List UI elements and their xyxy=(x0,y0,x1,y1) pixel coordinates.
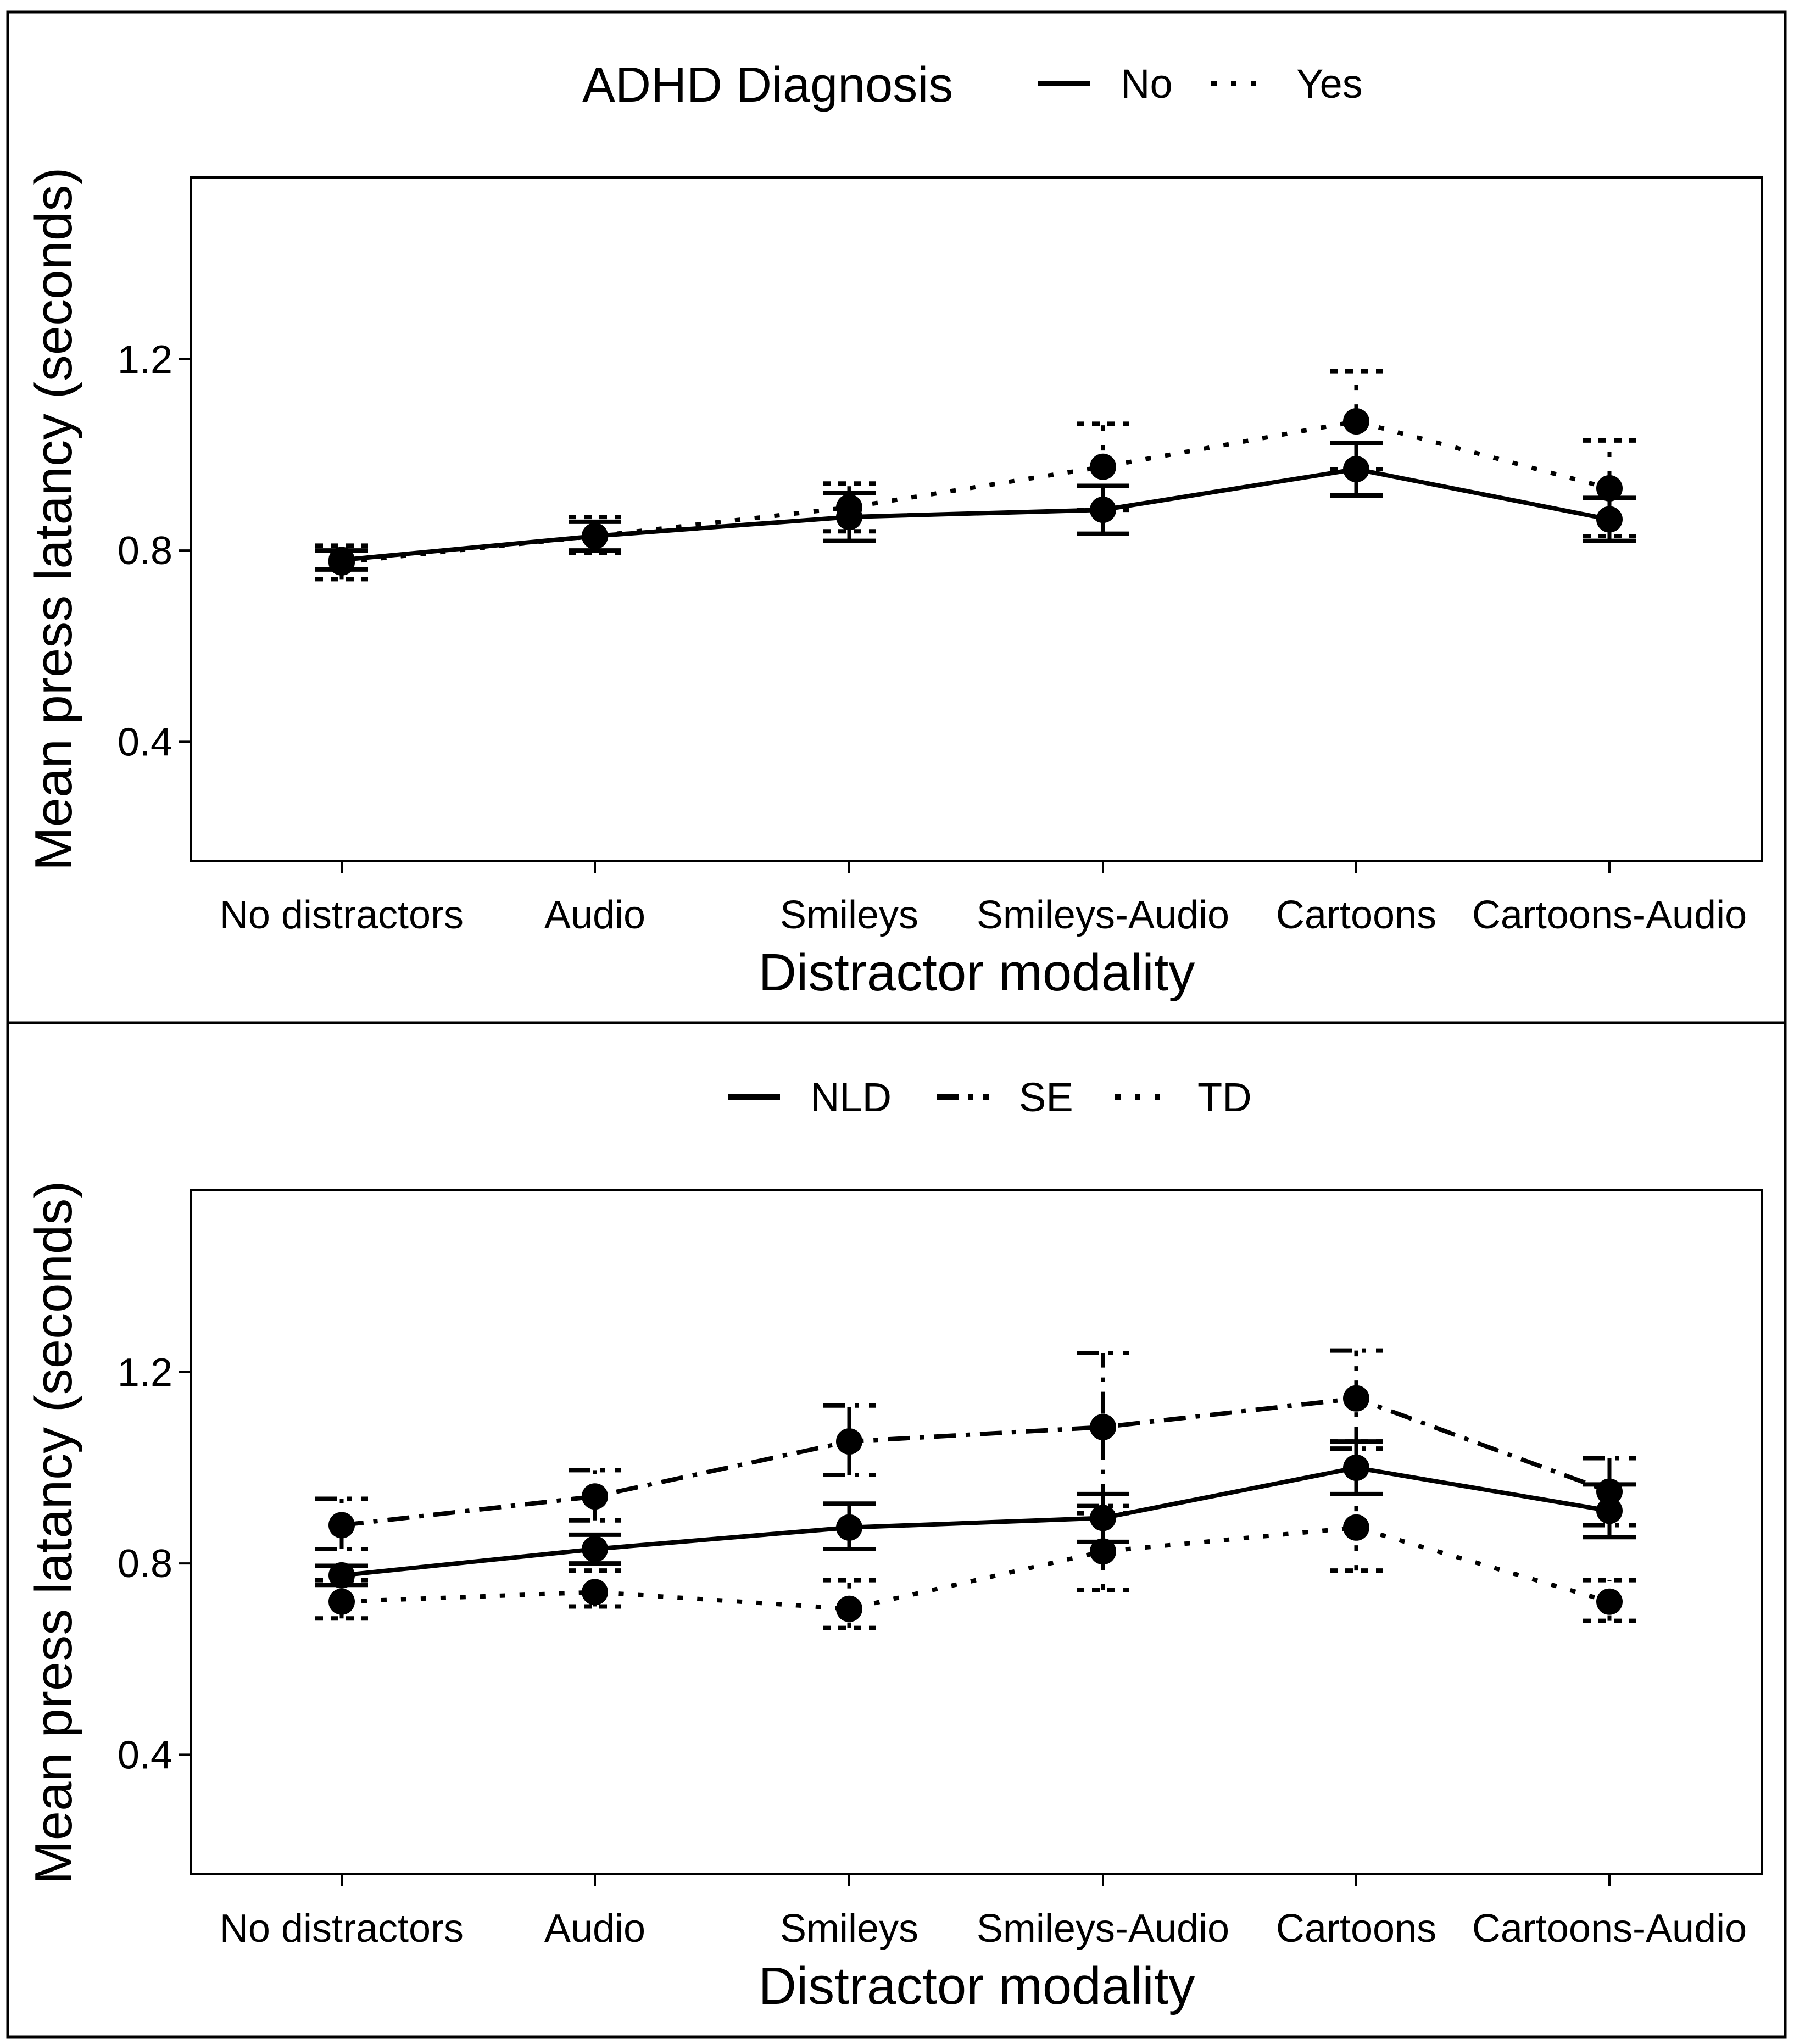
plot-area-adhd xyxy=(190,176,1763,862)
series-no xyxy=(315,441,1636,573)
axes-group: 0.4 0.8 1.2 No distractors Audio Smileys Smile… xyxy=(118,1351,1747,1951)
series-se xyxy=(315,1348,1636,1551)
legend-group: NLD SE TD xyxy=(728,1074,1252,1120)
data-point xyxy=(836,1428,862,1455)
data-point xyxy=(582,522,608,549)
data-point xyxy=(1090,453,1116,480)
data-point xyxy=(836,494,862,521)
y-tick-label: 0.8 xyxy=(118,1542,172,1586)
error-bar xyxy=(1330,1439,1383,1573)
series-line xyxy=(341,1396,1611,1528)
x-tick-label: Audio xyxy=(544,1907,645,1951)
data-point xyxy=(836,1514,862,1541)
error-bar xyxy=(1077,1511,1129,1592)
panel-group: NLD SE TD 0.4 0.8 1.2 No distractors Audio Sm… xyxy=(24,1074,1763,2015)
legend-label-se: SE xyxy=(1019,1074,1073,1120)
y-tick-label: 0.4 xyxy=(118,1733,172,1777)
error-bar xyxy=(1077,1351,1129,1508)
x-tick-label: Smileys-Audio xyxy=(977,1907,1229,1951)
figure-border xyxy=(6,10,1787,2039)
data-point xyxy=(1596,475,1623,502)
plot-area-group xyxy=(190,1189,1763,1875)
x-tick-label: Smileys xyxy=(780,1907,918,1951)
legend-label-td: TD xyxy=(1197,1074,1252,1120)
series-group xyxy=(315,1348,1636,1630)
data-point xyxy=(836,1595,862,1622)
x-tick-label: Cartoons xyxy=(1276,1907,1436,1951)
y-tick-label: 0.4 xyxy=(118,720,172,764)
data-point xyxy=(1090,1413,1116,1440)
y-tick-label: 1.2 xyxy=(118,1351,172,1395)
legend-label-no: No xyxy=(1121,61,1173,107)
data-point xyxy=(1596,1478,1623,1505)
data-point xyxy=(1343,408,1369,435)
legend-label-yes: Yes xyxy=(1296,61,1363,107)
data-point xyxy=(1343,1385,1369,1412)
data-point xyxy=(1596,1588,1623,1615)
x-tick-label: No distractors xyxy=(220,1907,464,1951)
series-td xyxy=(315,1439,1636,1630)
x-tick-label: Cartoons-Audio xyxy=(1472,893,1747,937)
x-tick-label: Smileys xyxy=(780,893,918,937)
y-tick-label: 1.2 xyxy=(118,338,172,382)
panel-adhd: ADHD Diagnosis No Yes 0.4 0.8 1.2 No distra… xyxy=(24,58,1763,1002)
series-yes xyxy=(315,369,1636,582)
y-axis-title: Mean press latancy (seconds) xyxy=(24,1181,83,1885)
series-nld xyxy=(315,1439,1636,1589)
x-tick-label: Cartoons xyxy=(1276,893,1436,937)
error-bar xyxy=(1330,369,1383,472)
series-line xyxy=(341,467,1610,562)
series-line xyxy=(341,1525,1611,1611)
y-axis-title: Mean press latancy (seconds) xyxy=(24,168,83,871)
x-axis-title: Distractor modality xyxy=(759,1957,1195,2015)
data-point xyxy=(328,1562,355,1589)
x-tick-label: No distractors xyxy=(220,893,464,937)
data-point xyxy=(582,1483,608,1510)
legend-label-nld: NLD xyxy=(810,1074,892,1120)
series-line xyxy=(341,1465,1610,1578)
axes-adhd: 0.4 0.8 1.2 No distractors Audio Smileys Smile… xyxy=(118,338,1747,937)
error-bar xyxy=(315,1496,368,1551)
series-adhd xyxy=(315,369,1636,582)
x-tick-label: Cartoons-Audio xyxy=(1472,1907,1747,1951)
data-point xyxy=(328,549,355,576)
x-tick-label: Smileys-Audio xyxy=(977,893,1229,937)
x-axis-title: Distractor modality xyxy=(759,943,1195,1002)
data-point xyxy=(1343,1514,1369,1541)
y-tick-label: 0.8 xyxy=(118,529,172,573)
x-tick-label: Audio xyxy=(544,893,645,937)
data-point xyxy=(328,1512,355,1539)
series-line xyxy=(341,419,1611,565)
data-point xyxy=(1596,506,1623,533)
legend-adhd: ADHD Diagnosis No Yes xyxy=(582,58,1363,113)
data-point xyxy=(582,1535,608,1562)
legend-title: ADHD Diagnosis xyxy=(582,58,953,113)
data-point xyxy=(328,1588,355,1615)
error-bar xyxy=(569,1468,621,1523)
data-point xyxy=(1090,1538,1116,1565)
error-bar xyxy=(1583,438,1636,538)
data-point xyxy=(582,1579,608,1606)
